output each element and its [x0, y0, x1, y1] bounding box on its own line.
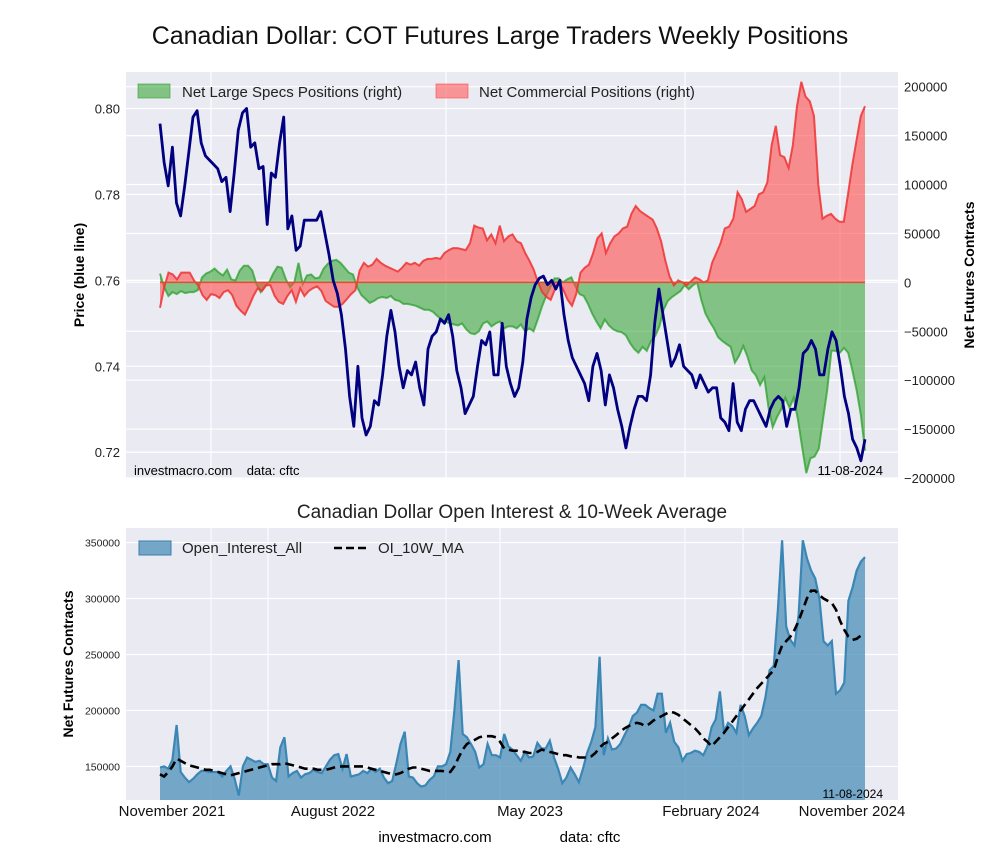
contracts-tick-label: 0 — [904, 275, 911, 290]
price-tick-label: 0.80 — [95, 102, 120, 117]
contracts-tick-label: −100000 — [904, 373, 955, 388]
footer-site: investmacro.com — [378, 829, 491, 846]
legend-label-commercial: Net Commercial Positions (right) — [479, 84, 695, 101]
oi-tick-label: 250000 — [85, 649, 120, 661]
oi-axis-ticks: 350000 300000 250000 200000 150000 — [85, 538, 120, 774]
contracts-tick-label: 100000 — [904, 178, 947, 193]
oi-ma-group — [159, 589, 866, 779]
oi-tick-label: 300000 — [85, 594, 120, 606]
contracts-tick-label: 150000 — [904, 129, 947, 144]
price-line-group — [158, 107, 867, 463]
date-tick-label: November 2024 — [799, 803, 906, 820]
price-axis-label: Price (blue line) — [71, 223, 87, 327]
oi-tick-label: 350000 — [85, 538, 120, 550]
footer-source: data: cftc — [560, 829, 621, 846]
commercial-line — [159, 81, 866, 317]
contracts-tick-label: 200000 — [904, 80, 947, 95]
contracts-tick-label: 50000 — [904, 226, 940, 241]
legend-swatch-oi — [138, 540, 172, 556]
date-tick-label: August 2022 — [291, 803, 375, 820]
legend-label-ma: OI_10W_MA — [378, 540, 464, 557]
contracts-tick-label: −150000 — [904, 422, 955, 437]
date-annotation-bottom: 11-08-2024 — [823, 787, 884, 801]
legend-label-oi: Open_Interest_All — [182, 540, 302, 557]
oi-legend: Open_Interest_All OI_10W_MA — [138, 540, 464, 557]
contracts-axis-ticks: 200000 150000 100000 50000 0 −50000 −100000 −15… — [904, 80, 955, 486]
watermark-annotation: investmacro.com data: cftc — [134, 463, 300, 478]
date-annotation-top: 11-08-2024 — [817, 463, 883, 478]
open-interest-chart: 350000 300000 250000 200000 150000 November … — [60, 528, 905, 820]
price-tick-label: 0.72 — [95, 445, 120, 460]
positions-legend: Net Large Specs Positions (right) Net Co… — [137, 83, 695, 101]
price-tick-label: 0.74 — [95, 359, 120, 374]
price-tick-label: 0.76 — [95, 273, 120, 288]
contracts-tick-label: −50000 — [904, 324, 948, 339]
specs-area — [160, 259, 865, 474]
price-line — [158, 107, 867, 463]
contracts-tick-label: −200000 — [904, 471, 955, 486]
date-tick-label: May 2023 — [497, 803, 563, 820]
oi-area — [160, 540, 865, 800]
oi-tick-label: 150000 — [85, 761, 120, 773]
positions-chart: 0.80 0.78 0.76 0.74 0.72 200000 150000 100000 5… — [71, 72, 977, 486]
legend-swatch-specs — [137, 83, 171, 99]
oi-axis-label: Net Futures Contracts — [60, 590, 76, 737]
oi-tick-label: 200000 — [85, 705, 120, 717]
chart-title: Canadian Dollar: COT Futures Large Trade… — [151, 22, 849, 50]
price-axis-ticks: 0.80 0.78 0.76 0.74 0.72 — [95, 102, 120, 461]
chart-subtitle: Canadian Dollar Open Interest & 10-Week … — [296, 502, 728, 523]
specs-line — [159, 258, 866, 474]
positions-areas — [159, 81, 866, 474]
date-tick-label: February 2024 — [662, 803, 760, 820]
ma-line — [159, 589, 866, 779]
legend-label-specs: Net Large Specs Positions (right) — [182, 84, 402, 101]
price-tick-label: 0.78 — [95, 187, 120, 202]
date-axis-ticks: November 2021 August 2022 May 2023 February… — [119, 803, 906, 820]
contracts-axis-label: Net Futures Contracts — [961, 201, 977, 348]
date-tick-label: November 2021 — [119, 803, 226, 820]
legend-swatch-commercial — [435, 83, 469, 99]
commercial-area — [160, 81, 865, 315]
